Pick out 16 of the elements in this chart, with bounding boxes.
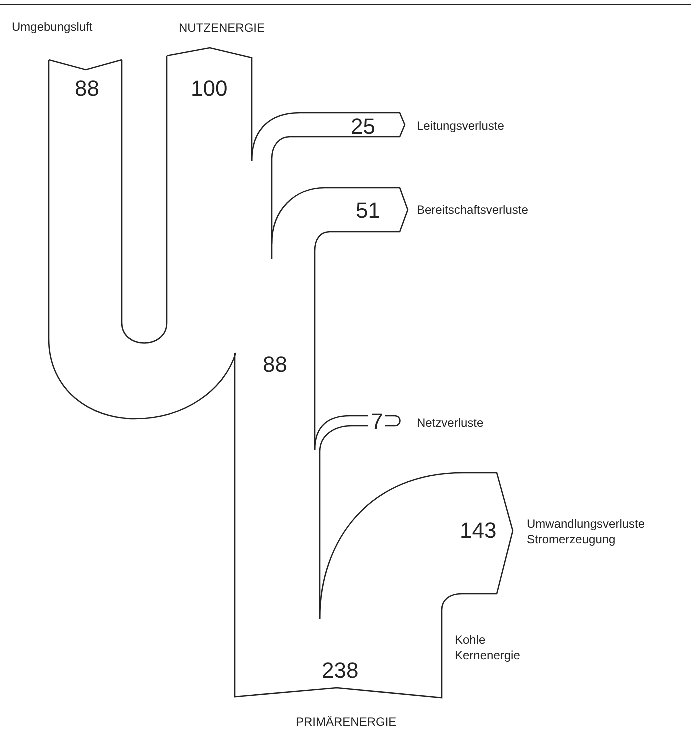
data-label: 7 [371, 409, 384, 434]
category-label: Leitungsverluste [417, 119, 505, 133]
category-label: Kohle Kernenergie [455, 633, 521, 663]
category-label: NUTZENERGIE [179, 21, 266, 35]
category-label: Netzverluste [417, 416, 484, 430]
category-label: Umwandlungsverluste Stromerzeugung [527, 517, 646, 547]
data-label: 25 [351, 114, 376, 139]
data-label: 88 [75, 76, 100, 101]
text: 88 [263, 352, 288, 377]
text: PRIMÄRENERGIE [296, 715, 397, 729]
data-label: 238 [322, 658, 359, 683]
category-label: Umgebungsluft [12, 20, 94, 34]
data-label: 51 [356, 198, 380, 223]
data-label: 143 [460, 518, 497, 543]
category-label: Bereitschaftsverluste [417, 203, 529, 217]
data-label: 100 [191, 76, 228, 101]
